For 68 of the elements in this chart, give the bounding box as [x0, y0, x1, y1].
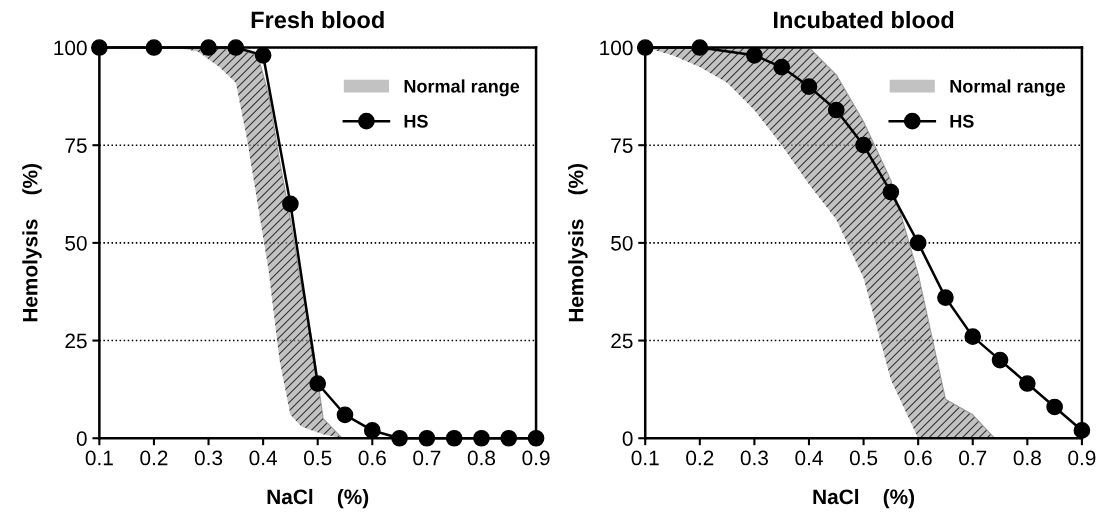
- point: [1018, 375, 1036, 392]
- point: [200, 39, 217, 56]
- point: [336, 406, 354, 424]
- x-tick-label: 0.3: [740, 450, 768, 466]
- point: [145, 39, 163, 56]
- point: [282, 195, 299, 213]
- y-tick-label: 50: [65, 235, 87, 251]
- y-tick-label: 100: [54, 40, 87, 56]
- point: [991, 351, 1009, 369]
- y-axis-title: Hemolysis (%): [22, 164, 42, 322]
- point: [827, 101, 845, 119]
- point: [909, 234, 927, 252]
- x-tick-label: 0.9: [1068, 450, 1096, 466]
- point: [527, 429, 545, 447]
- y-tick-label: 0: [76, 431, 87, 446]
- point: [91, 39, 108, 56]
- x-tick-label: 0.2: [140, 450, 168, 466]
- point: [500, 429, 518, 447]
- point: [636, 39, 654, 56]
- point: [882, 183, 900, 201]
- legend-label: Normal range: [950, 79, 1066, 97]
- y-tick-label: 25: [65, 333, 87, 349]
- x-tick-label: 0.4: [795, 450, 823, 466]
- x-tick-label: 0.9: [522, 450, 550, 466]
- point: [309, 375, 327, 392]
- point: [418, 429, 436, 447]
- x-tick-label: 0.5: [849, 450, 878, 466]
- x-axis-title: NaCl (%): [813, 488, 915, 509]
- x-tick-label: 0.6: [904, 450, 932, 466]
- legend-label: HS: [404, 114, 428, 128]
- point: [964, 328, 982, 345]
- point: [445, 429, 463, 447]
- x-tick-label: 0.8: [467, 450, 496, 466]
- point: [473, 429, 490, 447]
- x-tick-label: 0.7: [413, 450, 441, 466]
- x-tick-label: 0.1: [85, 450, 113, 466]
- point: [1046, 398, 1063, 416]
- y-tick-label: 0: [622, 431, 633, 446]
- x-tick-label: 0.1: [631, 450, 659, 466]
- x-tick-label: 0.3: [194, 450, 223, 466]
- y-tick-label: 75: [65, 138, 87, 153]
- point: [937, 289, 954, 306]
- point: [746, 47, 763, 64]
- point: [1073, 422, 1091, 439]
- x-tick-label: 0.6: [358, 450, 386, 466]
- y-tick-label: 100: [600, 40, 633, 56]
- point: [800, 78, 818, 95]
- legend-label: HS: [950, 114, 974, 128]
- x-tick-label: 0.2: [686, 450, 714, 466]
- x-axis-title: NaCl (%): [267, 488, 369, 509]
- legend-label: Normal range: [404, 79, 520, 97]
- point: [227, 39, 245, 56]
- point: [254, 47, 272, 64]
- chart-title: Fresh blood: [251, 10, 384, 29]
- point: [773, 58, 791, 76]
- point: [363, 422, 381, 439]
- x-tick-label: 0.7: [959, 450, 987, 466]
- point: [691, 39, 709, 56]
- x-tick-label: 0.4: [249, 450, 277, 466]
- y-tick-label: 50: [611, 235, 633, 251]
- y-tick-label: 75: [611, 138, 633, 153]
- y-tick-label: 25: [611, 333, 633, 349]
- point: [855, 136, 872, 154]
- chart-title: Incubated blood: [774, 10, 954, 29]
- point: [391, 429, 408, 447]
- x-tick-label: 0.8: [1013, 450, 1041, 466]
- y-axis-title: Hemolysis (%): [568, 164, 588, 322]
- x-tick-label: 0.5: [304, 450, 332, 466]
